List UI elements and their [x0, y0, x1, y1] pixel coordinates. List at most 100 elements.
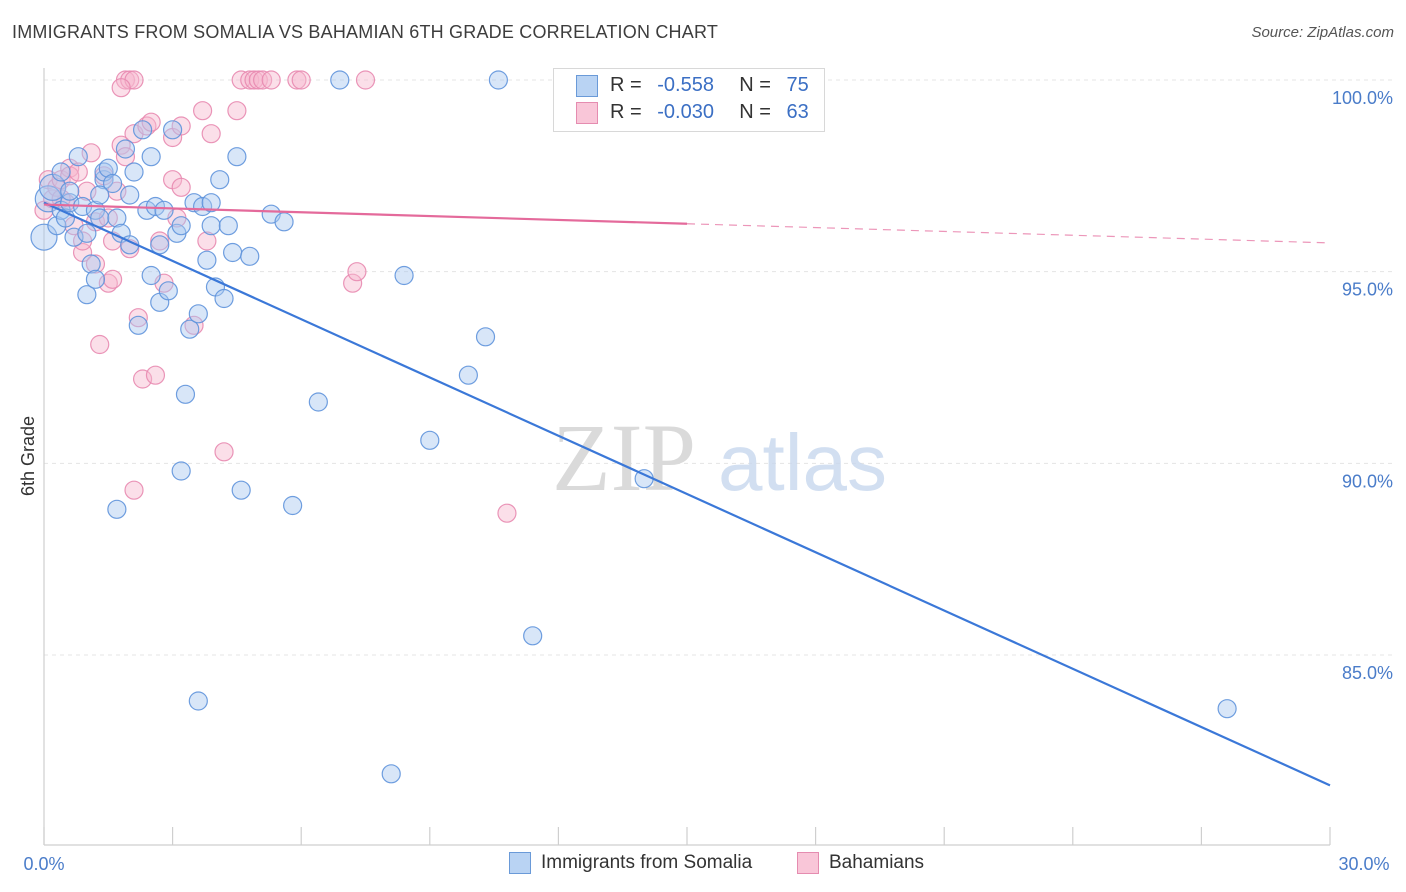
point-bahamians-43 — [214, 442, 234, 462]
point-somalia-56 — [231, 480, 251, 500]
trend-lines — [43, 201, 1331, 787]
bottom-legend-somalia: Immigrants from Somalia — [509, 852, 752, 874]
watermark-zip: ZIP — [552, 404, 696, 511]
point-bahamians-55 — [355, 70, 376, 90]
point-bahamians-52 — [291, 70, 311, 90]
point-bahamians-42 — [201, 124, 221, 144]
point-somalia-52 — [223, 242, 243, 263]
trend-line-bahamians — [43, 203, 688, 225]
legend-row-bahamians: R = -0.030 N = 63 — [576, 101, 809, 127]
point-bahamians-15 — [85, 254, 106, 274]
series-somalia-points — [30, 70, 1237, 784]
point-bahamians-54 — [347, 262, 367, 282]
point-somalia-69 — [488, 70, 508, 90]
source-label: Source: ZipAtlas.com — [1251, 24, 1394, 41]
chart-title: IMMIGRANTS FROM SOMALIA VS BAHAMIAN 6TH … — [12, 22, 719, 42]
point-somalia-36 — [158, 281, 178, 301]
point-somalia-68 — [475, 327, 496, 347]
legend-n-value-somalia: 75 — [786, 74, 809, 96]
point-somalia-39 — [171, 216, 191, 236]
trend-line-bahamians-dashed — [686, 223, 1331, 244]
point-somalia-66 — [420, 430, 440, 450]
point-somalia-65 — [394, 265, 414, 286]
point-bahamians-56 — [497, 503, 517, 523]
point-bahamians-24 — [115, 147, 136, 167]
point-somalia-5 — [51, 162, 71, 182]
point-somalia-54 — [171, 461, 191, 481]
point-somalia-46 — [201, 216, 221, 236]
point-somalia-61 — [283, 495, 303, 516]
point-bahamians-21 — [102, 269, 123, 289]
point-bahamians-51 — [287, 70, 307, 90]
point-somalia-55 — [107, 499, 127, 519]
point-somalia-14 — [85, 269, 106, 289]
x-ticks — [43, 827, 1331, 845]
trend-line-somalia — [43, 201, 1331, 787]
legend-box: R = -0.558 N = 75 R = -0.030 N = 63 — [553, 68, 825, 132]
point-bahamians-32 — [145, 365, 166, 385]
point-somalia-41 — [180, 319, 200, 339]
point-bahamians-13 — [81, 143, 101, 163]
point-somalia-8 — [64, 227, 84, 247]
watermark: ZIP atlas — [552, 404, 887, 511]
bottom-legend-swatch-bahamians — [797, 852, 819, 874]
point-somalia-19 — [98, 158, 118, 178]
point-bahamians-44 — [227, 101, 247, 121]
legend-r-value-bahamians: -0.030 — [657, 101, 714, 123]
point-somalia-49 — [210, 170, 230, 190]
point-somalia-58 — [240, 246, 260, 266]
point-bahamians-53 — [343, 273, 363, 293]
point-bahamians-62 — [171, 177, 191, 197]
y-tick-label-95: 95.0% — [1342, 280, 1393, 300]
grid-lines — [44, 79, 1395, 656]
point-bahamians-16 — [90, 334, 110, 355]
point-somalia-64 — [381, 764, 401, 784]
point-bahamians-9 — [68, 162, 88, 182]
legend-row-somalia: R = -0.558 N = 75 — [576, 74, 809, 100]
point-somalia-43 — [188, 304, 208, 324]
legend-n-label: N = — [739, 101, 771, 123]
legend-r-label: R = — [610, 74, 642, 96]
point-somalia-20 — [102, 173, 123, 194]
point-somalia-35 — [154, 200, 174, 220]
y-tick-label-90: 90.0% — [1342, 471, 1393, 491]
point-somalia-12 — [81, 254, 101, 274]
bottom-legend-swatch-somalia — [509, 852, 531, 874]
point-somalia-33 — [150, 235, 170, 255]
point-somalia-73 — [90, 185, 110, 205]
point-somalia-70 — [523, 626, 543, 646]
point-somalia-63 — [330, 70, 350, 90]
point-somalia-31 — [141, 265, 161, 286]
point-somalia-7 — [60, 193, 80, 213]
point-bahamians-29 — [132, 369, 153, 389]
point-somalia-0 — [30, 223, 58, 251]
y-tick-label-100: 100.0% — [1332, 88, 1393, 108]
point-bahamians-27 — [124, 480, 144, 500]
point-bahamians-50 — [261, 70, 281, 90]
watermark-atlas: atlas — [718, 418, 887, 507]
point-somalia-37 — [163, 120, 183, 140]
x-tick-label-max: 30.0% — [1338, 854, 1389, 874]
bottom-legend-label-somalia: Immigrants from Somalia — [541, 852, 753, 874]
point-somalia-23 — [115, 139, 136, 159]
point-bahamians-40 — [193, 101, 213, 121]
legend-r-label: R = — [610, 101, 642, 123]
point-somalia-13 — [77, 285, 97, 305]
point-somalia-28 — [132, 120, 153, 140]
point-somalia-60 — [274, 212, 294, 232]
legend-swatch-bahamians — [576, 101, 598, 124]
y-axis-label: 6th Grade — [18, 416, 38, 496]
point-somalia-53 — [227, 147, 247, 167]
legend-n-value-bahamians: 63 — [786, 101, 809, 123]
bottom-legend-bahamians: Bahamians — [797, 852, 924, 874]
series-bahamians-points — [34, 70, 517, 523]
point-somalia-21 — [107, 208, 127, 228]
bottom-legend-label-bahamians: Bahamians — [829, 852, 925, 874]
legend-swatch-somalia — [576, 74, 598, 97]
point-somalia-47 — [201, 193, 221, 213]
point-somalia-45 — [197, 250, 217, 270]
point-somalia-51 — [218, 216, 238, 236]
point-somalia-50 — [214, 288, 234, 309]
legend-n-label: N = — [739, 74, 771, 96]
